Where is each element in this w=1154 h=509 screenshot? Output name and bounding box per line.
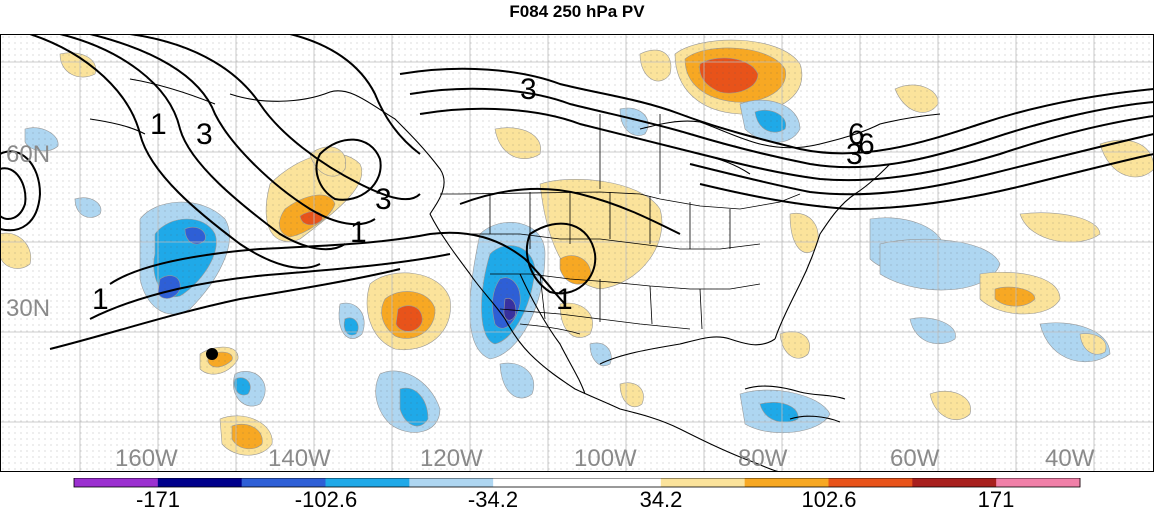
political-borders	[440, 114, 801, 335]
contour-label: 6	[848, 118, 865, 151]
colorbar-swatch	[409, 478, 494, 487]
contour-label: 3	[196, 118, 213, 151]
significance-stipple	[0, 34, 1154, 472]
colorbar-swatch	[493, 478, 578, 487]
lon-label-160w: 160W	[115, 445, 178, 472]
lat-label-60n: 60N	[6, 141, 50, 168]
colorbar-label: 171	[978, 487, 1015, 509]
graticule	[0, 34, 1154, 472]
contour-label: 1	[350, 216, 367, 249]
colorbar-swatch	[828, 478, 913, 487]
colorbar-label: 34.2	[640, 487, 683, 509]
colorbar-swatch	[744, 478, 829, 487]
contour-label: 6	[858, 128, 875, 161]
colorbar-swatch	[74, 478, 159, 487]
lon-label-40w: 40W	[1045, 445, 1095, 472]
lon-label-120w: 120W	[420, 445, 483, 472]
colorbar-label: -171	[136, 487, 180, 509]
map-title: F084 250 hPa PV	[509, 2, 645, 21]
colorbar-label: -102.6	[295, 487, 357, 509]
coastlines	[89, 78, 941, 472]
contour-label: 1	[556, 283, 573, 316]
colorbar-swatch	[577, 478, 662, 487]
colorbar-swatch	[241, 478, 326, 487]
contour-label: 1	[92, 283, 109, 316]
colorbar-label: -34.2	[468, 487, 518, 509]
lon-label-60w: 60W	[890, 445, 940, 472]
contour-label: 1	[150, 108, 167, 141]
hawaii-marker	[206, 348, 218, 360]
colorbar-swatch	[325, 478, 410, 487]
colorbar-swatches	[74, 478, 1081, 487]
pv-contours	[0, 34, 1154, 350]
lon-label-80w: 80W	[738, 445, 788, 472]
lon-label-100w: 100W	[574, 445, 637, 472]
colorbar-frame	[73, 478, 1081, 488]
contour-label: 3	[375, 183, 392, 216]
contour-label: 3	[846, 138, 863, 171]
lat-label-30n: 30N	[6, 295, 50, 322]
colorbar-swatch	[660, 478, 746, 487]
colorbar-swatch	[157, 478, 243, 487]
colorbar-swatch	[996, 478, 1081, 487]
contour-label: 3	[520, 73, 537, 106]
colorbar: -171 -102.6 -34.2 34.2 102.6 171	[73, 478, 1081, 509]
colorbar-label: 102.6	[801, 487, 856, 509]
pv-map: 60N 30N 160W 140W 120W 100W 80W 60W 40W …	[0, 34, 1154, 472]
colorbar-swatch	[912, 478, 997, 487]
lon-label-140w: 140W	[268, 445, 331, 472]
